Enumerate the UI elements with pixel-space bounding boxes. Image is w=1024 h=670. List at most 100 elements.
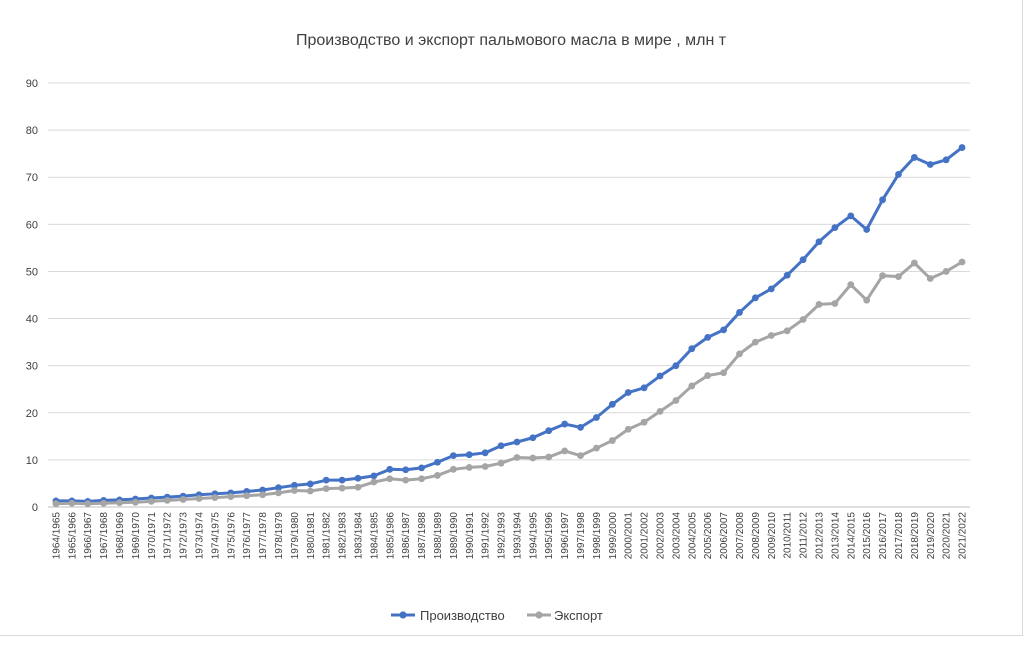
data-point — [720, 326, 728, 334]
data-point — [275, 484, 282, 492]
x-tick-label: 1986/1987 — [401, 512, 412, 560]
data-point — [513, 454, 521, 461]
x-tick-label: 2002/2003 — [656, 512, 667, 560]
x-tick-label: 2020/2021 — [942, 512, 953, 560]
data-point — [704, 372, 712, 379]
y-tick-label: 20 — [26, 408, 38, 420]
data-point — [338, 476, 346, 484]
data-point — [895, 170, 902, 178]
x-tick-label: 1965/1966 — [67, 512, 78, 560]
data-point — [163, 497, 171, 504]
x-tick-label: 1994/1995 — [528, 512, 539, 560]
x-tick-label: 2011/2012 — [799, 512, 810, 559]
x-tick-label: 1977/1978 — [258, 512, 269, 560]
x-tick-label: 1982/1983 — [338, 512, 349, 560]
data-point — [767, 332, 775, 339]
data-point — [370, 472, 378, 480]
x-tick-label: 1966/1967 — [83, 512, 94, 560]
data-point — [418, 464, 425, 472]
data-point — [910, 259, 918, 267]
data-point — [942, 156, 950, 164]
data-point — [688, 382, 696, 390]
data-point — [386, 465, 394, 473]
data-point — [672, 397, 680, 404]
series-lines — [52, 144, 966, 508]
data-point — [593, 444, 600, 452]
line-chart: Производство и экспорт пальмового масла … — [26, 32, 970, 623]
data-point — [529, 454, 537, 462]
data-point — [593, 414, 600, 421]
data-point — [767, 285, 775, 293]
data-point — [799, 316, 807, 323]
x-tick-label: 2007/2008 — [735, 512, 746, 560]
data-point — [179, 496, 187, 503]
legend-swatch-marker — [399, 611, 407, 619]
series-production — [52, 144, 966, 505]
data-point — [561, 420, 569, 428]
data-point — [640, 384, 648, 392]
x-tick-label: 1992/1993 — [497, 512, 508, 560]
data-point — [879, 196, 886, 204]
data-point — [736, 350, 743, 358]
x-tick-label: 2009/2010 — [767, 512, 778, 560]
data-point — [68, 499, 76, 507]
x-tick-label: 1980/1981 — [306, 512, 317, 560]
data-point — [449, 465, 457, 473]
x-tick-label: 1983/1984 — [353, 512, 364, 560]
data-point — [958, 144, 966, 151]
data-point — [910, 154, 918, 161]
x-tick-label: 1970/1971 — [147, 512, 158, 560]
x-tick-label: 2010/2011 — [783, 512, 794, 559]
data-point — [497, 459, 505, 467]
x-axis-ticks: 1964/1965 1965/1966 1966/1967 1967/1968 1968… — [51, 512, 968, 560]
x-tick-label: 1987/1988 — [417, 512, 428, 560]
x-tick-label: 1996/1997 — [560, 512, 571, 560]
x-tick-label: 2003/2004 — [671, 512, 682, 560]
data-point — [100, 499, 108, 507]
data-point — [736, 309, 743, 316]
data-point — [656, 372, 664, 380]
data-point — [402, 466, 410, 474]
legend-swatch-marker — [535, 611, 543, 619]
data-point — [290, 481, 298, 489]
data-point — [322, 485, 330, 493]
data-point — [338, 484, 346, 492]
data-point — [529, 434, 537, 442]
x-tick-label: 1974/1975 — [210, 512, 221, 560]
data-point — [259, 491, 267, 499]
chart-title: Производство и экспорт пальмового масла … — [296, 32, 727, 49]
data-point — [847, 281, 855, 289]
data-point — [513, 438, 521, 446]
x-tick-label: 1997/1998 — [576, 512, 587, 560]
data-point — [815, 238, 823, 246]
x-tick-label: 2016/2017 — [878, 512, 889, 560]
data-point — [243, 492, 251, 500]
data-point — [290, 487, 298, 494]
x-tick-label: 2013/2014 — [830, 512, 841, 560]
x-tick-label: 2005/2006 — [703, 512, 714, 560]
data-point — [783, 271, 791, 279]
data-point — [259, 486, 267, 494]
data-point — [449, 452, 457, 460]
x-tick-label: 2018/2019 — [910, 512, 921, 560]
chart-frame: Производство и экспорт пальмового масла … — [0, 0, 1023, 636]
x-tick-label: 1964/1965 — [51, 512, 62, 560]
y-axis-ticks: 0 10 20 30 40 50 60 70 80 90 — [26, 78, 38, 514]
data-point — [561, 447, 569, 455]
data-point — [306, 480, 314, 488]
data-point — [624, 389, 632, 396]
x-tick-label: 1969/1970 — [131, 512, 142, 560]
x-tick-label: 2008/2009 — [751, 512, 762, 560]
data-point — [608, 400, 616, 408]
data-point — [577, 452, 584, 460]
x-tick-label: 2014/2015 — [846, 512, 857, 560]
data-point — [306, 487, 314, 495]
data-point — [418, 475, 425, 483]
data-point — [354, 483, 362, 491]
data-point — [370, 478, 378, 486]
data-point — [704, 334, 712, 341]
x-tick-label: 1990/1991 — [465, 512, 476, 560]
legend-label: Производство — [420, 608, 505, 623]
data-point — [497, 442, 505, 450]
x-tick-label: 1971/1972 — [163, 512, 174, 560]
